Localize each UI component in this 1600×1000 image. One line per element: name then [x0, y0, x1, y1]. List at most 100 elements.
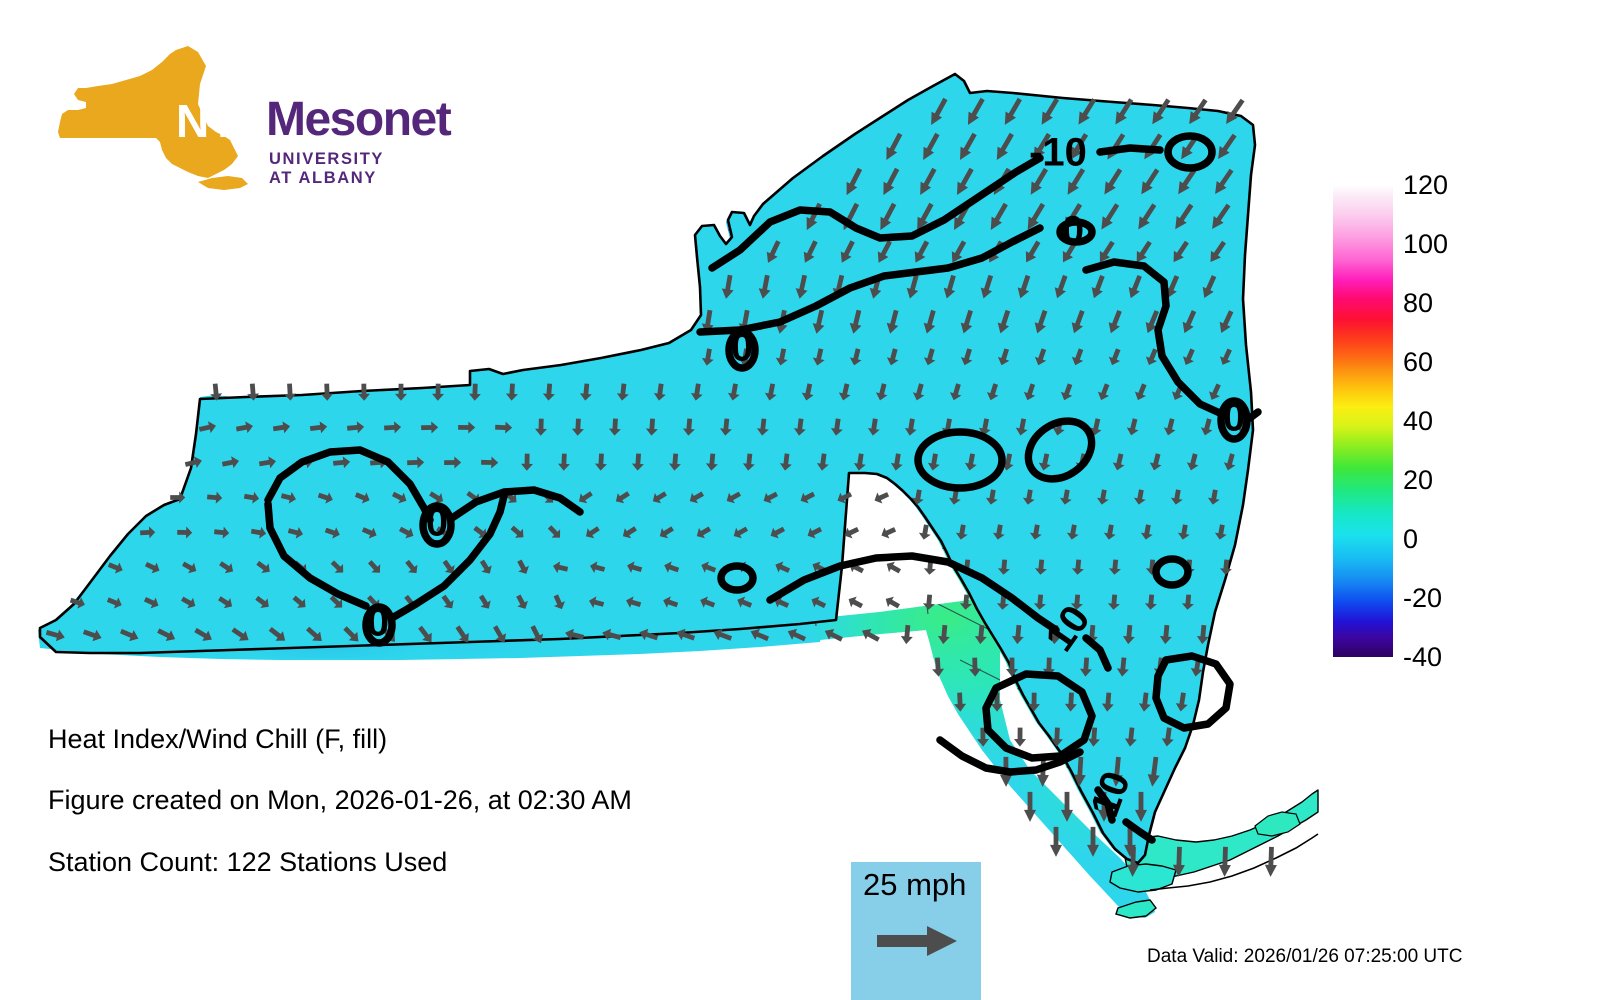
- wind-arrow: [954, 202, 971, 230]
- wind-arrow: [1033, 594, 1046, 610]
- wind-arrow: [886, 309, 899, 334]
- wind-arrow: [250, 526, 267, 539]
- wind-arrow: [659, 526, 674, 539]
- wind-arrow: [1107, 594, 1120, 610]
- wind-scale-legend: 25 mph: [851, 862, 981, 1000]
- wind-arrow: [571, 418, 584, 436]
- wind-arrow: [1041, 98, 1059, 125]
- wind-arrow: [1128, 275, 1142, 299]
- wind-arrow: [652, 491, 667, 504]
- wind-arrow: [1133, 489, 1146, 505]
- wind-arrow: [1207, 489, 1220, 505]
- contour-label: -10: [1029, 131, 1087, 175]
- wind-arrow: [853, 453, 866, 471]
- wind-arrow: [455, 625, 469, 643]
- wind-arrow: [932, 657, 945, 677]
- wind-arrow: [107, 562, 123, 574]
- wind-arrow: [1028, 692, 1040, 712]
- wind-arrow: [880, 202, 897, 231]
- wind-arrow: [458, 421, 476, 434]
- wind-arrow: [719, 418, 732, 436]
- wind-arrow: [917, 202, 934, 230]
- wind-arrow: [182, 561, 197, 574]
- wind-arrow: [1064, 692, 1077, 712]
- wind-arrow: [324, 527, 340, 539]
- wind-arrow: [1029, 524, 1042, 540]
- wind-arrow: [733, 526, 748, 539]
- wind-arrow: [306, 626, 322, 641]
- wind-arrow: [912, 383, 925, 401]
- wind-arrow: [516, 594, 528, 609]
- wind-arrow: [914, 240, 930, 263]
- wind-arrow: [405, 559, 418, 574]
- wind-arrow: [1038, 453, 1051, 471]
- colorbar-tick-neg20: -20: [1403, 583, 1443, 613]
- wind-arrow: [927, 453, 940, 471]
- wind-arrow: [1138, 203, 1157, 230]
- wind-arrow: [668, 453, 681, 471]
- wind-arrow: [1175, 203, 1194, 230]
- wind-arrow: [221, 456, 239, 469]
- wind-arrow: [256, 560, 270, 573]
- wind-arrow: [1138, 692, 1151, 712]
- wind-arrow: [1210, 240, 1226, 262]
- colorbar-gradient: [1333, 185, 1393, 657]
- wind-arrow: [1177, 524, 1190, 540]
- wind-arrow: [923, 559, 936, 575]
- wind-arrow: [1152, 98, 1171, 125]
- colorbar[interactable]: 120 100 80 60 40 20 0 -20 -40: [1333, 172, 1448, 671]
- wind-arrow: [1006, 657, 1018, 677]
- wind-arrow: [922, 594, 935, 610]
- wind-arrow: [542, 383, 555, 401]
- wind-arrow: [955, 524, 968, 540]
- wind-arrow: [280, 492, 296, 504]
- wind-arrow: [120, 628, 139, 642]
- wind-arrow: [1209, 383, 1221, 400]
- new-york-state-map[interactable]: -10 0 0 0 0 0 10 10: [0, 0, 1320, 950]
- wind-arrow: [1218, 846, 1231, 877]
- contour-label: 0: [1062, 209, 1084, 253]
- wind-arrow: [959, 594, 972, 610]
- wind-arrow: [816, 453, 829, 471]
- wind-arrow: [1141, 168, 1160, 195]
- wind-arrow: [923, 132, 940, 160]
- wind-arrow: [505, 383, 518, 401]
- wind-arrow: [558, 453, 570, 471]
- wind-arrow: [923, 309, 936, 334]
- wind-arrow: [535, 418, 547, 436]
- station-count-text: Station Count: 122 Stations Used: [48, 847, 448, 877]
- wind-arrow: [1108, 310, 1122, 334]
- wind-arrow: [830, 418, 843, 436]
- wind-arrow: [358, 383, 370, 401]
- wind-arrow: [481, 456, 499, 469]
- wind-arrow: [1014, 727, 1026, 747]
- wind-arrow: [756, 418, 769, 436]
- wind-arrow: [1218, 133, 1237, 159]
- wind-arrow: [1144, 594, 1157, 610]
- colorbar-tick-20: 20: [1403, 465, 1434, 495]
- wind-arrow: [1219, 559, 1232, 575]
- wind-arrow: [811, 596, 827, 609]
- logo-subtitle-text: UNIVERSITY AT ALBANY: [269, 150, 384, 187]
- wind-scale-label: 25 mph: [863, 867, 967, 902]
- wind-arrow: [1108, 348, 1121, 366]
- wind-arrow: [1149, 453, 1162, 471]
- wind-arrow: [1181, 594, 1194, 610]
- wind-arrow: [931, 97, 948, 125]
- wind-arrow: [1219, 310, 1234, 333]
- wind-arrow: [343, 626, 359, 642]
- wind-arrow: [1220, 348, 1232, 365]
- wind-arrow: [1104, 168, 1123, 195]
- wind-arrow: [985, 489, 998, 505]
- wind-arrow: [838, 383, 851, 401]
- wind-arrow: [1172, 846, 1185, 877]
- contour-label: 0: [1223, 396, 1245, 440]
- wind-arrow: [967, 97, 985, 125]
- wind-arrow: [579, 383, 592, 401]
- wind-arrow: [883, 167, 900, 196]
- wind-arrow: [615, 491, 630, 504]
- wind-arrow: [177, 526, 193, 539]
- wind-arrow: [726, 491, 741, 504]
- wind-arrow: [1161, 727, 1174, 747]
